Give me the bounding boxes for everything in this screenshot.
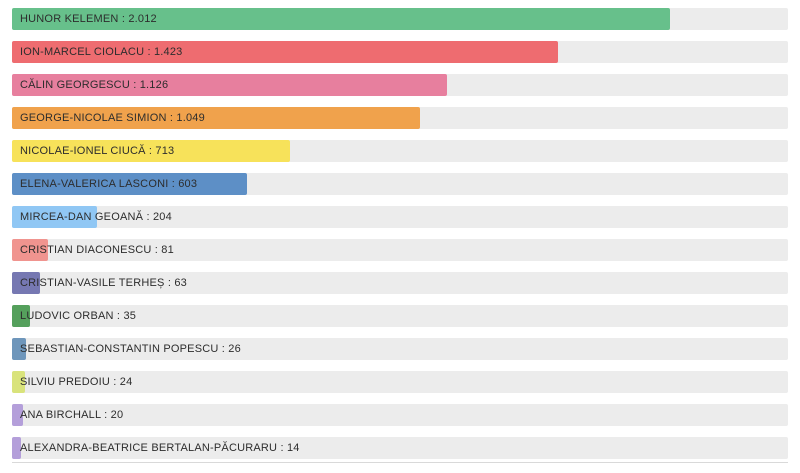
bar-row: NICOLAE-IONEL CIUCĂ : 713: [12, 140, 788, 162]
bar-fill: [12, 74, 448, 96]
bar-row: SEBASTIAN-CONSTANTIN POPESCU : 26: [12, 338, 788, 360]
bar-row: HUNOR KELEMEN : 2.012: [12, 8, 788, 30]
bar-label: LUDOVIC ORBAN : 35: [20, 310, 137, 322]
bar-label: CRISTIAN-VASILE TERHEȘ : 63: [20, 277, 187, 289]
bar-label: ION-MARCEL CIOLACU : 1.423: [20, 46, 183, 58]
bar-fill: [12, 173, 248, 195]
bar-label: CĂLIN GEORGESCU : 1.126: [20, 79, 169, 91]
bar-fill: [12, 305, 30, 327]
bar-row: CRISTIAN DIACONESCU : 81: [12, 239, 788, 261]
bar-row: MIRCEA-DAN GEOANĂ : 204: [12, 206, 788, 228]
bar-fill: [12, 41, 559, 63]
bar-fill: [12, 437, 22, 459]
bar-row: ION-MARCEL CIOLACU : 1.423: [12, 41, 788, 63]
bar-label: ELENA-VALERICA LASCONI : 603: [20, 178, 198, 190]
bar-fill: [12, 338, 26, 360]
bar-fill: [12, 206, 98, 228]
bar-label: NICOLAE-IONEL CIUCĂ : 713: [20, 145, 175, 157]
bar-fill: [12, 140, 290, 162]
bar-row: ANA BIRCHALL : 20: [12, 404, 788, 426]
bar-chart-rows: HUNOR KELEMEN : 2.012 ION-MARCEL CIOLACU …: [12, 8, 788, 463]
bar-fill: [12, 272, 40, 294]
bar-row: ELENA-VALERICA LASCONI : 603: [12, 173, 788, 195]
bar-label: GEORGE-NICOLAE SIMION : 1.049: [20, 112, 205, 124]
bar-label: HUNOR KELEMEN : 2.012: [20, 13, 157, 25]
bar-row: ALEXANDRA-BEATRICE BERTALAN-PĂCURARU : 1…: [12, 437, 788, 459]
bar-label: CRISTIAN DIACONESCU : 81: [20, 244, 174, 256]
bar-fill: [12, 371, 26, 393]
bar-row: GEORGE-NICOLAE SIMION : 1.049: [12, 107, 788, 129]
bar-row: LUDOVIC ORBAN : 35: [12, 305, 788, 327]
bar-label: MIRCEA-DAN GEOANĂ : 204: [20, 211, 172, 223]
bar-row: CĂLIN GEORGESCU : 1.126: [12, 74, 788, 96]
bar-label: SEBASTIAN-CONSTANTIN POPESCU : 26: [20, 343, 241, 355]
bar-fill: [12, 239, 48, 261]
bar-label: ANA BIRCHALL : 20: [20, 409, 124, 421]
bar-fill: [12, 107, 421, 129]
bar-label: ALEXANDRA-BEATRICE BERTALAN-PĂCURARU : 1…: [20, 442, 300, 454]
bar-fill: [12, 8, 671, 30]
bar-fill: [12, 404, 23, 426]
bar-row: SILVIU PREDOIU : 24: [12, 371, 788, 393]
bar-label: SILVIU PREDOIU : 24: [20, 376, 133, 388]
bar-row: CRISTIAN-VASILE TERHEȘ : 63: [12, 272, 788, 294]
